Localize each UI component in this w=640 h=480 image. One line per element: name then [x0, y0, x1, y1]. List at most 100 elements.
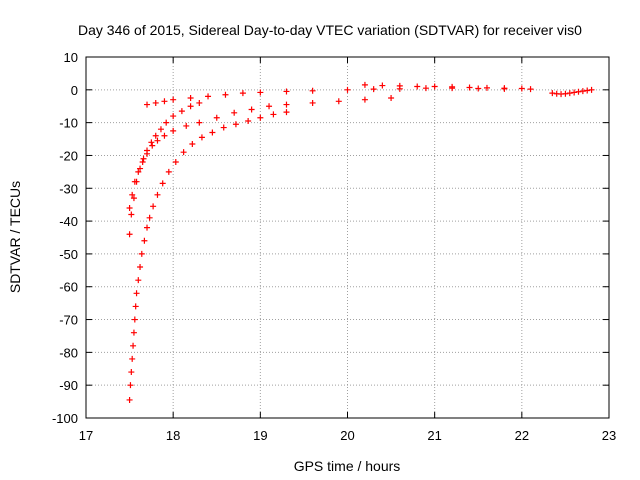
data-point: [135, 277, 142, 284]
data-point: [196, 119, 203, 126]
y-tick-label: 10: [64, 50, 78, 65]
data-point: [309, 99, 316, 106]
data-point: [144, 224, 151, 231]
data-point: [283, 88, 290, 95]
data-point: [137, 165, 144, 172]
data-point: [170, 96, 177, 103]
data-point: [518, 85, 525, 92]
data-point: [257, 114, 264, 121]
y-tick-label: -60: [59, 280, 78, 295]
x-axis-label: GPS time / hours: [294, 458, 401, 474]
data-point: [466, 84, 473, 91]
data-point: [189, 140, 196, 147]
data-point: [163, 119, 170, 126]
data-point: [196, 99, 203, 106]
data-point: [154, 137, 161, 144]
data-point: [562, 90, 569, 97]
data-point: [144, 150, 151, 157]
data-point: [161, 98, 168, 105]
y-tick-label: -90: [59, 378, 78, 393]
data-point: [422, 85, 429, 92]
data-point: [213, 114, 220, 121]
x-tick-label: 19: [253, 428, 267, 443]
y-tick-label: -20: [59, 148, 78, 163]
data-point: [566, 90, 573, 97]
data-point: [130, 329, 137, 336]
grid-lines: [86, 57, 609, 418]
data-point: [283, 101, 290, 108]
data-point: [129, 191, 136, 198]
data-point: [127, 382, 134, 389]
data-point: [335, 98, 342, 105]
data-point: [588, 86, 595, 93]
data-point: [154, 191, 161, 198]
y-tick-label: 0: [71, 83, 78, 98]
x-tick-label: 20: [340, 428, 354, 443]
data-point: [239, 90, 246, 97]
data-point: [431, 83, 438, 90]
data-point: [245, 117, 252, 124]
data-point: [579, 88, 586, 95]
data-point: [131, 178, 138, 185]
data-point: [388, 95, 395, 102]
data-point: [209, 129, 216, 136]
x-tick-labels: 17 18 19 20 21 22 23: [79, 428, 616, 443]
data-point: [220, 124, 227, 131]
data-point: [270, 111, 277, 118]
x-tick-label: 22: [515, 428, 529, 443]
data-point: [449, 83, 456, 90]
data-point: [183, 122, 190, 129]
data-point: [128, 369, 135, 376]
data-point: [361, 96, 368, 103]
data-point: [170, 113, 177, 120]
data-point: [152, 132, 159, 139]
data-point: [222, 91, 229, 98]
data-point: [527, 86, 534, 93]
data-point: [187, 95, 194, 102]
data-point: [309, 87, 316, 94]
data-point: [159, 180, 166, 187]
data-point: [146, 214, 153, 221]
x-tick-label: 18: [166, 428, 180, 443]
y-axis-label: SDTVAR / TECUs: [7, 181, 23, 293]
data-point: [187, 103, 194, 110]
data-point: [126, 231, 133, 238]
x-tick-label: 21: [427, 428, 441, 443]
data-point: [180, 149, 187, 156]
data-point: [549, 90, 556, 97]
data-point: [379, 82, 386, 89]
data-point: [344, 86, 351, 93]
y-tick-label: -100: [52, 411, 78, 426]
data-point: [135, 168, 142, 175]
data-point: [149, 142, 156, 149]
data-point: [370, 86, 377, 93]
data-point: [205, 93, 212, 100]
data-points: [126, 81, 595, 403]
data-point: [483, 84, 490, 91]
data-point: [126, 396, 133, 403]
data-point: [266, 103, 273, 110]
data-point: [248, 106, 255, 113]
data-point: [157, 126, 164, 133]
x-tick-label: 17: [79, 428, 93, 443]
data-point: [165, 168, 172, 175]
data-point: [501, 85, 508, 92]
data-point: [571, 89, 578, 96]
data-point: [138, 250, 145, 257]
x-tick-label: 23: [602, 428, 616, 443]
plot-border: [85, 56, 610, 419]
data-point: [128, 211, 135, 218]
data-point: [361, 81, 368, 88]
data-point: [575, 88, 582, 95]
data-point: [170, 127, 177, 134]
data-point: [152, 99, 159, 106]
data-point: [126, 204, 133, 211]
y-tick-label: -50: [59, 247, 78, 262]
data-point: [133, 290, 140, 297]
data-point: [396, 82, 403, 89]
y-tick-label: -80: [59, 345, 78, 360]
data-point: [148, 139, 155, 146]
data-point: [414, 83, 421, 90]
